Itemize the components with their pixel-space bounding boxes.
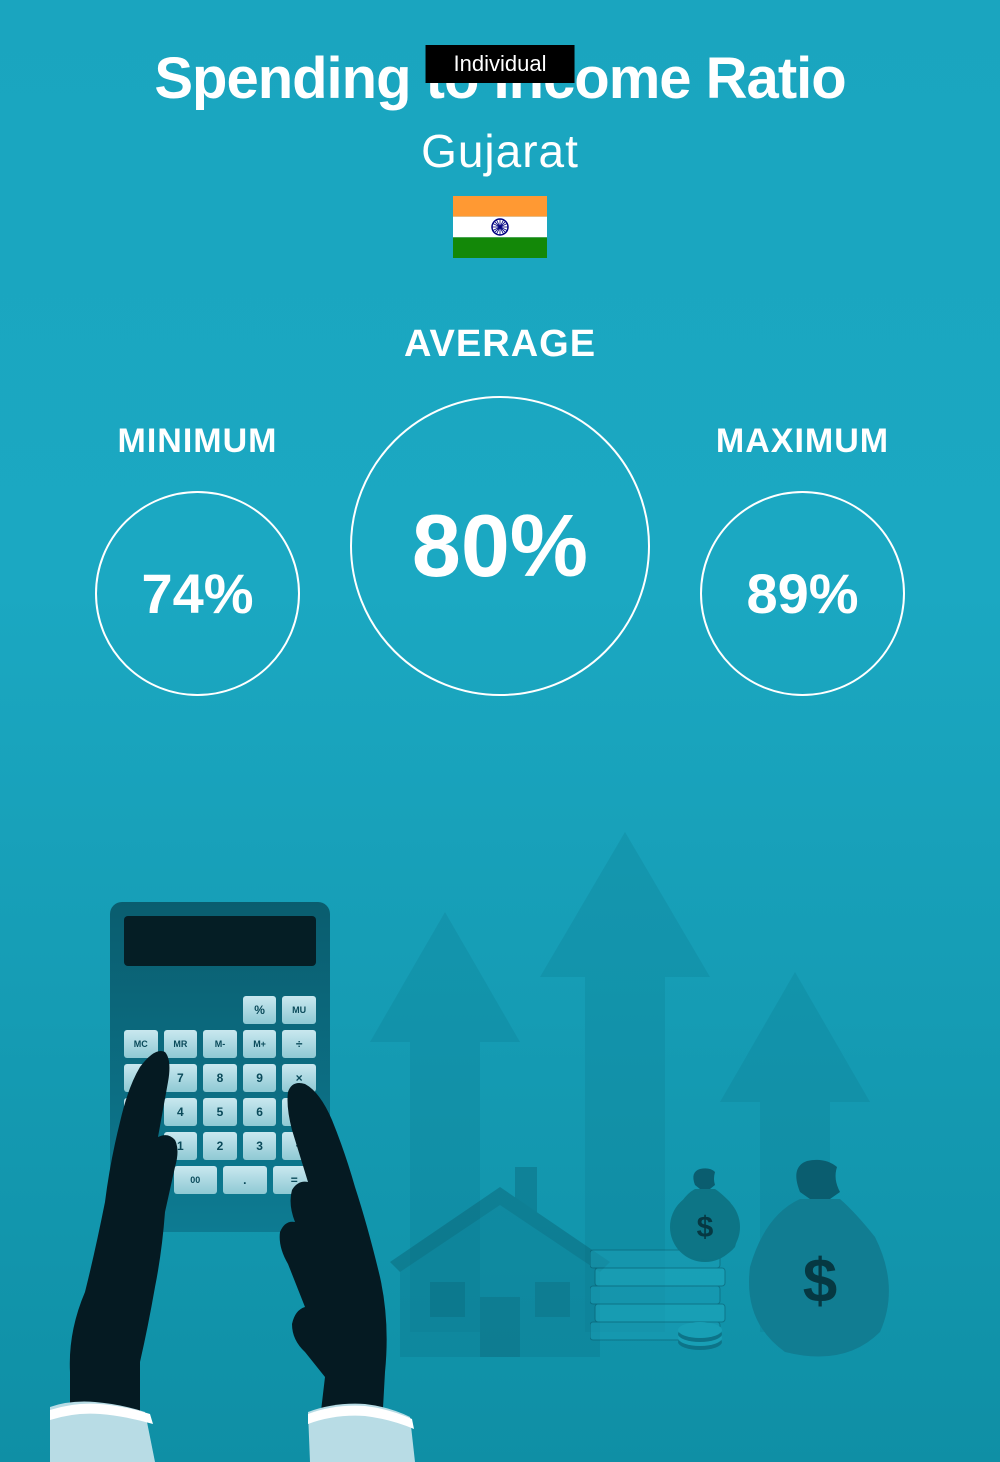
- stat-value-min: 74%: [141, 561, 253, 626]
- svg-text:$: $: [803, 1247, 837, 1316]
- stat-circle-avg: 80%: [350, 396, 650, 696]
- category-badge: Individual: [426, 45, 575, 83]
- stats-container: MINIMUM 74% AVERAGE 80% MAXIMUM 89%: [0, 323, 1000, 696]
- stat-label-max: MAXIMUM: [716, 422, 889, 461]
- stat-circle-min: 74%: [95, 491, 300, 696]
- stat-circle-max: 89%: [700, 491, 905, 696]
- badge-label: Individual: [454, 51, 547, 76]
- india-flag-icon: [453, 196, 547, 258]
- stat-label-avg: AVERAGE: [404, 323, 596, 366]
- svg-text:$: $: [697, 1211, 714, 1244]
- stat-label-min: MINIMUM: [118, 422, 278, 461]
- calculator-hands-icon: %MUMCMRM-M+÷+/-789×▶456−C/A123+000.=: [60, 902, 440, 1462]
- region-subtitle: Gujarat: [0, 124, 1000, 178]
- hand-right-icon: [240, 1012, 460, 1462]
- stat-average: AVERAGE 80%: [350, 323, 650, 696]
- stat-value-avg: 80%: [412, 495, 588, 597]
- money-bag-large-icon: $: [735, 1157, 905, 1367]
- money-bag-small-icon: $: [665, 1167, 745, 1267]
- illustration-area: $ $ %MUMCMRM-M+÷+/-789×▶456−C/A123+000.=: [0, 842, 1000, 1462]
- hand-left-icon: [20, 992, 220, 1462]
- stat-minimum: MINIMUM 74%: [95, 422, 300, 696]
- stat-value-max: 89%: [746, 561, 858, 626]
- stat-maximum: MAXIMUM 89%: [700, 422, 905, 696]
- calculator-screen: [124, 916, 316, 966]
